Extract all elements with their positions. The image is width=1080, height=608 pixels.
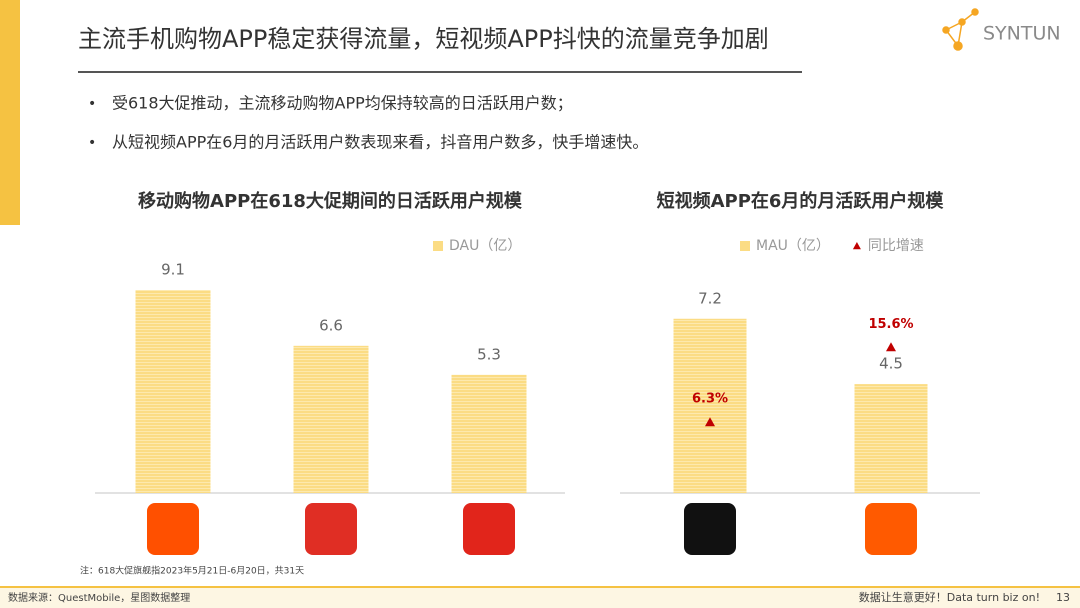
growth-label: 15.6%	[868, 317, 913, 332]
footer-band	[0, 586, 1080, 608]
bar-value-label: 7.2	[698, 289, 722, 307]
legend-swatch	[740, 241, 750, 251]
app-icon	[305, 503, 357, 555]
bar	[673, 318, 747, 493]
footer-source: 数据来源：QuestMobile，星图数据整理	[8, 591, 190, 604]
bullet: 从短视频APP在6月的月活跃用户数表现来看，抖音用户数多，快手增速快。	[112, 133, 648, 152]
chart-title: 移动购物APP在618大促期间的日活跃用户规模	[138, 190, 523, 212]
bar-value-label: 9.1	[161, 261, 185, 279]
app-icon	[684, 503, 736, 555]
legend-label: MAU（亿）	[756, 238, 830, 254]
legend-label: DAU（亿）	[449, 238, 521, 254]
bar-value-label: 4.5	[879, 355, 903, 373]
slide-title: 主流手机购物APP稳定获得流量，短视频APP抖快的流量竞争加剧	[78, 25, 769, 53]
page-number: 13	[1056, 591, 1070, 604]
bar-value-label: 6.6	[319, 316, 343, 334]
chart-title: 短视频APP在6月的月活跃用户规模	[657, 190, 945, 212]
legend-swatch	[433, 241, 443, 251]
bullet: 受618大促推动，主流移动购物APP均保持较高的日活跃用户数；	[112, 94, 573, 113]
bar-value-label: 5.3	[477, 345, 501, 363]
note: 注：618大促旗舰指2023年5月21日-6月20日，共31天	[80, 565, 304, 577]
bar	[854, 384, 928, 493]
bar	[451, 374, 527, 493]
logo	[942, 8, 979, 51]
footer-slogan: 数据让生意更好！Data turn biz on!	[859, 590, 1040, 604]
legend-marker	[852, 242, 861, 250]
bullet-dot: •	[88, 135, 96, 151]
app-icon	[147, 503, 199, 555]
bullet-dot: •	[88, 96, 96, 112]
logo-text: SYNTUN	[983, 23, 1061, 45]
growth-marker	[886, 342, 896, 352]
accent-bar	[0, 0, 20, 225]
bar	[135, 290, 211, 493]
bar	[293, 345, 369, 493]
legend-label: 同比增速	[868, 238, 924, 254]
growth-label: 6.3%	[692, 392, 728, 407]
app-icon	[865, 503, 917, 555]
app-icon	[463, 503, 515, 555]
growth-marker	[705, 417, 715, 427]
